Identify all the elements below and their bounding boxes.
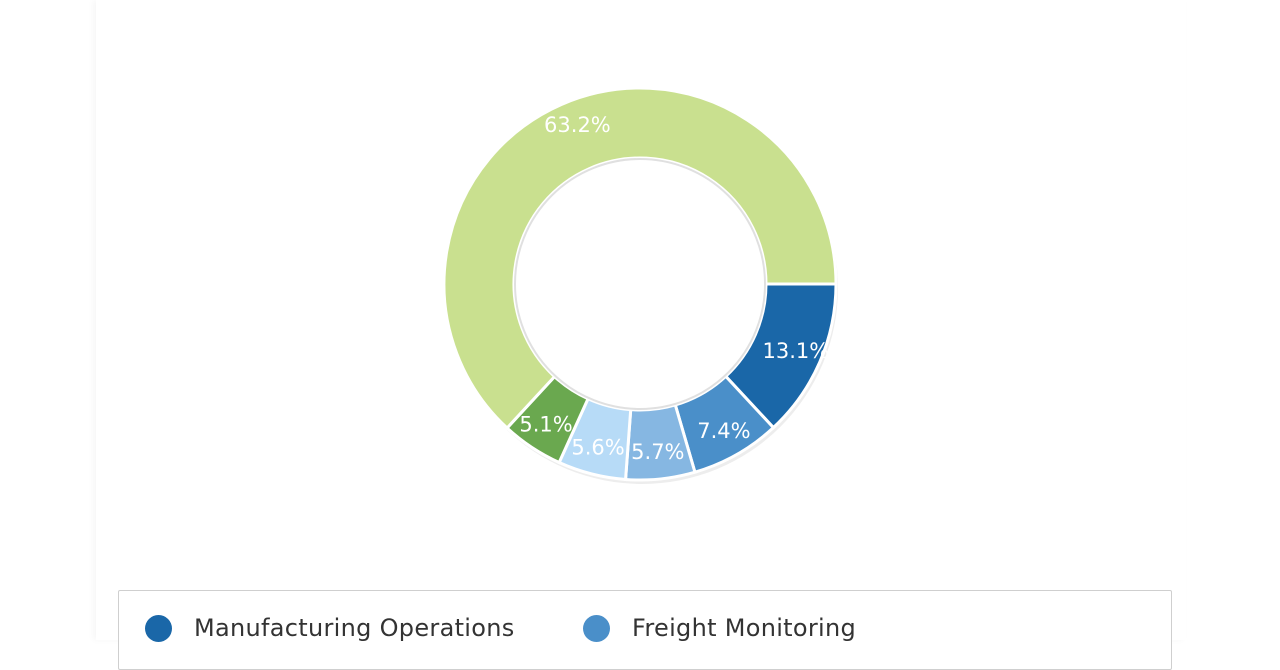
slice-label-0: 13.1% [762, 339, 829, 363]
donut-slice-5[interactable] [442, 86, 838, 431]
legend-item-freight-monitoring[interactable]: Freight Monitoring [583, 611, 856, 645]
legend-marker-freight-monitoring [583, 614, 610, 642]
slice-label-1: 7.4% [697, 419, 750, 443]
slice-label-5: 63.2% [544, 113, 611, 137]
legend-marker-manufacturing-operations [145, 614, 172, 642]
donut-chart: 13.1% 7.4% 5.7% 5.6%5.1% 63.2% [442, 86, 838, 484]
legend-label-manufacturing-operations: Manufacturing Operations [194, 614, 515, 642]
slice-label-3: 5.6% [571, 436, 624, 460]
slice-label-2: 5.7% [631, 440, 684, 464]
legend: Manufacturing Operations Freight Monitor… [118, 590, 1172, 670]
legend-item-manufacturing-operations[interactable]: Manufacturing Operations [145, 611, 515, 645]
donut-hole [514, 158, 766, 410]
slice-label-4: 5.1% [519, 413, 572, 437]
legend-label-freight-monitoring: Freight Monitoring [632, 614, 857, 642]
